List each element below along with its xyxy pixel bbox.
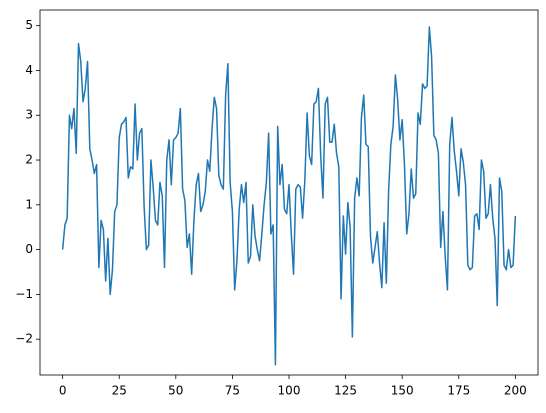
y-tick-label: 0 [25, 242, 33, 256]
x-tick-label: 175 [447, 384, 470, 398]
y-tick-label: 3 [25, 108, 33, 122]
line-series [61, 26, 517, 366]
y-tick-label: −1 [15, 287, 33, 301]
y-tick-label: 2 [25, 153, 33, 167]
x-tick-label: 150 [391, 384, 414, 398]
y-tick-label: 5 [25, 18, 33, 32]
x-tick-label: 100 [278, 384, 301, 398]
x-tick-label: 25 [112, 384, 127, 398]
x-tick-label: 125 [334, 384, 357, 398]
x-tick-label: 200 [504, 384, 527, 398]
x-tick-label: 50 [168, 384, 183, 398]
y-tick-label: −2 [15, 332, 33, 346]
x-tick-label: 0 [59, 384, 67, 398]
y-tick-label: 4 [25, 63, 33, 77]
y-tick-label: 1 [25, 197, 33, 211]
x-tick-label: 75 [225, 384, 240, 398]
